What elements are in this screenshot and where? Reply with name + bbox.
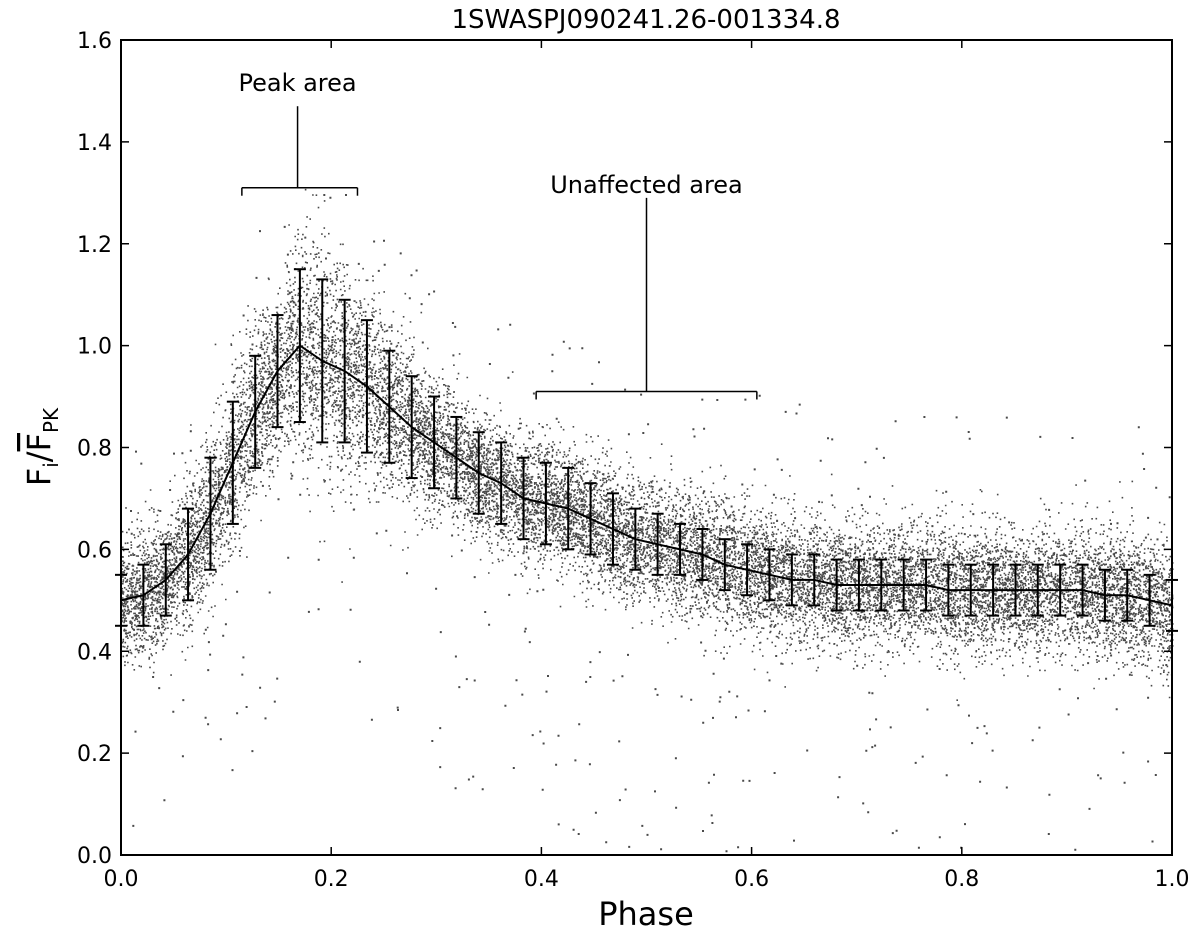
y-label-main: F bbox=[20, 468, 58, 486]
x-tick-label: 0.8 bbox=[944, 867, 979, 892]
y-tick-label: 1.4 bbox=[77, 131, 112, 156]
error-bar bbox=[539, 461, 552, 546]
annotations: Peak area Unaffected area bbox=[238, 69, 758, 400]
error-bar bbox=[629, 507, 642, 571]
y-tick-label: 0.6 bbox=[77, 538, 112, 563]
y-label-main-sub: i bbox=[39, 462, 63, 468]
annotation-label: Unaffected area bbox=[550, 171, 743, 199]
error-bar bbox=[830, 558, 843, 612]
x-tick-label: 0.0 bbox=[104, 867, 139, 892]
error-bar bbox=[271, 314, 284, 429]
error-bar bbox=[1098, 568, 1111, 622]
error-bar bbox=[785, 553, 798, 607]
error-bar bbox=[897, 558, 910, 612]
y-axis-label: Fi/FPK bbox=[20, 407, 63, 486]
y-tick-label: 1.6 bbox=[77, 29, 112, 54]
error-bar bbox=[875, 558, 888, 612]
error-bar bbox=[249, 354, 262, 469]
error-bar bbox=[226, 400, 239, 525]
error-bar bbox=[360, 319, 373, 454]
error-bar bbox=[450, 415, 463, 500]
x-tick-label: 0.2 bbox=[314, 867, 349, 892]
error-bar bbox=[204, 456, 217, 571]
error-bar bbox=[987, 563, 1000, 617]
annotation-label: Peak area bbox=[238, 69, 356, 97]
y-tick-label: 0.2 bbox=[77, 742, 112, 767]
error-bar bbox=[517, 456, 530, 541]
error-bar bbox=[1031, 563, 1044, 617]
error-bar bbox=[182, 507, 195, 602]
plot-frame bbox=[120, 39, 1173, 856]
error-bar bbox=[942, 563, 955, 617]
error-bar bbox=[852, 558, 865, 612]
error-bar bbox=[562, 466, 575, 551]
error-bar bbox=[472, 431, 485, 515]
error-bar bbox=[808, 553, 821, 607]
error-bar bbox=[338, 298, 351, 444]
annotation-bracket bbox=[535, 197, 758, 400]
y-label-bar-sub: PK bbox=[39, 407, 63, 433]
error-bar bbox=[383, 349, 396, 464]
error-bar bbox=[920, 558, 933, 612]
error-bar bbox=[651, 512, 664, 576]
y-tick-label: 0.0 bbox=[77, 844, 112, 869]
error-bar bbox=[428, 395, 441, 490]
error-bar bbox=[1009, 563, 1022, 617]
error-bar bbox=[1076, 563, 1089, 617]
error-bar bbox=[1143, 573, 1156, 627]
error-bar bbox=[293, 268, 306, 424]
y-tick-label: 1.0 bbox=[77, 335, 112, 360]
error-bar bbox=[405, 375, 418, 480]
error-bar bbox=[606, 492, 619, 566]
error-bar bbox=[495, 441, 508, 525]
error-bar bbox=[1121, 568, 1134, 622]
annotation-bracket bbox=[241, 106, 359, 196]
error-bar bbox=[741, 543, 754, 597]
y-label-slash: / bbox=[20, 451, 58, 462]
y-tick-label: 0.4 bbox=[77, 640, 112, 665]
error-bar bbox=[1054, 563, 1067, 617]
scatter-points bbox=[121, 188, 1174, 853]
x-tick-label: 0.4 bbox=[524, 867, 559, 892]
y-tick-label: 0.8 bbox=[77, 437, 112, 462]
x-tick-label: 0.6 bbox=[734, 867, 769, 892]
error-bar bbox=[674, 522, 687, 576]
mean-line bbox=[120, 344, 1173, 607]
error-bar bbox=[316, 278, 329, 444]
scatter-dots bbox=[121, 188, 1174, 853]
error-bar bbox=[718, 538, 731, 592]
x-tick-label: 1.0 bbox=[1155, 867, 1190, 892]
y-label-bar: F bbox=[20, 433, 58, 451]
error-bar bbox=[964, 563, 977, 617]
y-tick-label: 1.2 bbox=[77, 233, 112, 258]
error-bar bbox=[696, 528, 709, 581]
error-bar bbox=[584, 482, 597, 556]
error-bar bbox=[159, 543, 172, 617]
axes: 0.0 0.2 0.4 0.6 0.8 1.0 0.0 0.2 0.4 0.6 0.8 1.0 1.2 1… bbox=[77, 29, 1190, 892]
error-bar bbox=[763, 548, 776, 602]
x-axis-label: Phase bbox=[598, 895, 694, 933]
chart-title: 1SWASPJ090241.26-001334.8 bbox=[451, 5, 840, 35]
error-bar bbox=[137, 563, 150, 627]
